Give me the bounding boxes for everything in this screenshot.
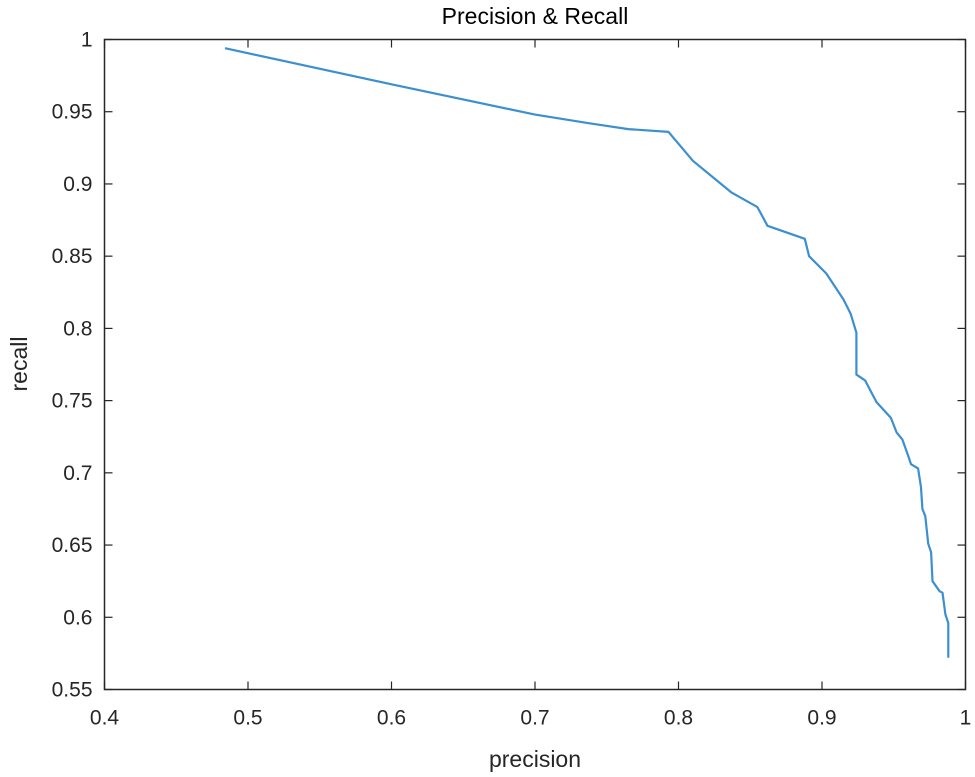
y-tick-label: 0.8 — [63, 317, 92, 340]
plot-frame — [103, 38, 967, 691]
x-tick-label: 0.6 — [377, 707, 406, 730]
y-tick-label: 0.75 — [52, 390, 93, 413]
y-tick-label: 0.9 — [63, 173, 92, 196]
y-tick-label: 0.6 — [63, 606, 92, 629]
y-tick-label: 0.85 — [52, 245, 93, 268]
x-tick-label: 0.7 — [520, 707, 549, 730]
x-tick-label: 1 — [960, 707, 972, 730]
y-tick-label: 0.65 — [52, 534, 93, 557]
x-tick-label: 0.4 — [90, 707, 120, 730]
x-axis-label: precision — [489, 746, 581, 772]
x-tick-label: 0.8 — [664, 707, 693, 730]
y-tick-label: 0.7 — [63, 462, 92, 485]
y-tick-label: 0.55 — [52, 679, 93, 702]
x-tick-label: 0.9 — [807, 707, 836, 730]
y-axis-label: recall — [6, 337, 32, 392]
y-tick-label: 1 — [81, 29, 93, 52]
chart-title: Precision & Recall — [442, 3, 629, 29]
y-axis-ticks: 0.55 0.6 0.65 0.7 0.75 0.8 0.85 0.9 0.95 1 — [52, 29, 966, 702]
x-axis-ticks: 0.4 0.5 0.6 0.7 0.8 0.9 1 — [90, 39, 972, 730]
y-tick-label: 0.95 — [52, 101, 93, 124]
x-tick-label: 0.5 — [233, 707, 262, 730]
pr-curve-line — [224, 47, 950, 658]
